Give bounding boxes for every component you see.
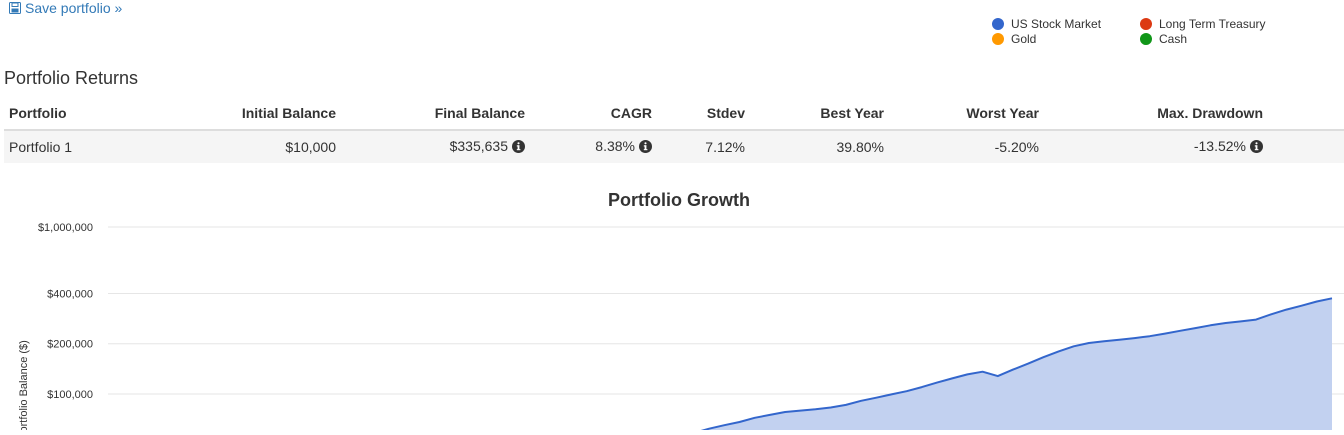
cagr-value: 8.38%: [595, 138, 635, 154]
legend-dot: [1140, 18, 1152, 30]
legend-label: US Stock Market: [1011, 17, 1102, 31]
series-area-fill: [618, 298, 1332, 435]
header-max-drawdown: Max. Drawdown: [1039, 97, 1263, 131]
legend-dot: [992, 33, 1004, 45]
header-initial-balance: Initial Balance: [139, 97, 336, 131]
header-final-balance: Final Balance: [336, 97, 525, 131]
legend-dot: [992, 18, 1004, 30]
table-row: Portfolio 1 $10,000 $335,635 8.38% 7.12%…: [4, 129, 1344, 163]
portfolio-returns-table: Portfolio Initial Balance Final Balance …: [4, 97, 1344, 163]
info-icon[interactable]: [639, 140, 652, 156]
y-tick-label: $200,000: [47, 339, 93, 351]
y-tick-label: $1,000,000: [38, 222, 93, 234]
save-portfolio-label: Save portfolio »: [25, 0, 123, 16]
legend-item-us-stock-market[interactable]: US Stock Market: [992, 17, 1140, 31]
legend-item-gold[interactable]: Gold: [992, 32, 1140, 46]
floppy-disk-icon: [9, 2, 21, 14]
portfolio-returns-title: Portfolio Returns: [4, 68, 139, 88]
cell-worst-year: -5.20%: [884, 129, 1039, 163]
info-icon[interactable]: [1250, 140, 1263, 156]
y-tick-label: $400,000: [47, 288, 93, 300]
chart-title: Portfolio Growth: [608, 190, 750, 210]
series-area: [618, 297, 1333, 435]
cell-initial-balance: $10,000: [139, 129, 336, 163]
legend-dot: [1140, 33, 1152, 45]
cell-max-drawdown: -13.52%: [1039, 129, 1263, 163]
legend-label: Gold: [1011, 32, 1037, 46]
header-worst-year: Worst Year: [884, 97, 1039, 131]
header-stdev: Stdev: [652, 97, 745, 131]
legend-item-long-term-treasury[interactable]: Long Term Treasury: [1140, 17, 1280, 31]
save-portfolio-link[interactable]: Save portfolio »: [9, 0, 122, 16]
final-balance-value: $335,635: [449, 138, 508, 154]
info-icon[interactable]: [512, 140, 525, 156]
header-spacer: [1263, 97, 1344, 131]
max-drawdown-value: -13.52%: [1193, 138, 1246, 154]
portfolio-growth-chart: Portfolio Growth $1,000,000 $400,000 $200,…: [0, 180, 1344, 435]
legend-label: Long Term Treasury: [1159, 17, 1266, 31]
header-portfolio: Portfolio: [4, 97, 139, 131]
series-line: [679, 297, 1333, 435]
y-axis-ticks: $1,000,000 $400,000 $200,000 $100,000: [38, 222, 93, 401]
cell-portfolio: Portfolio 1: [4, 129, 139, 163]
chart-legend: US Stock Market Long Term Treasury Gold …: [992, 17, 1280, 46]
cell-best-year: 39.80%: [745, 129, 884, 163]
cell-final-balance: $335,635: [336, 129, 525, 163]
header-best-year: Best Year: [745, 97, 884, 131]
legend-label: Cash: [1159, 32, 1188, 46]
cell-stdev: 7.12%: [652, 129, 745, 163]
y-axis-title: Portfolio Balance ($): [18, 340, 30, 430]
cell-cagr: 8.38%: [525, 129, 652, 163]
legend-item-cash[interactable]: Cash: [1140, 32, 1280, 46]
y-tick-label: $100,000: [47, 389, 93, 401]
table-header-row: Portfolio Initial Balance Final Balance …: [4, 97, 1344, 131]
growth-chart-svg: Portfolio Growth $1,000,000 $400,000 $200,…: [18, 190, 1344, 435]
header-cagr: CAGR: [525, 97, 652, 131]
cell-spacer: [1263, 129, 1344, 163]
